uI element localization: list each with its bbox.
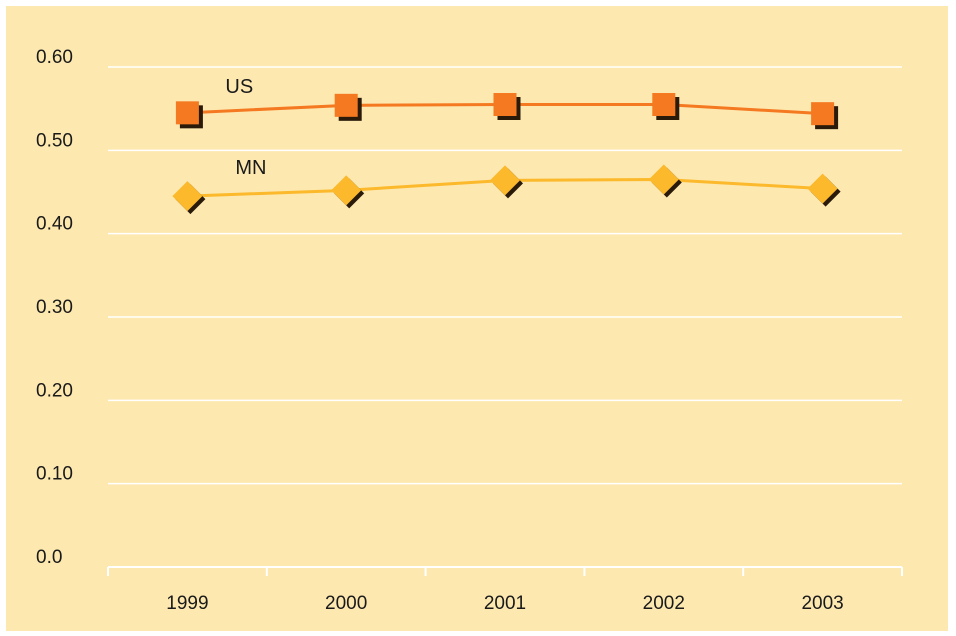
- x-axis: 1999 2000 2001 2002 2003: [107, 566, 903, 614]
- data-point-mn: [490, 165, 520, 196]
- data-point-us: [493, 93, 517, 116]
- x-tick-label: 2003: [801, 593, 843, 614]
- data-point-mn: [172, 181, 203, 212]
- data-point-us: [652, 93, 676, 116]
- gridlines: [108, 66, 902, 485]
- y-tick-label: 0.10: [36, 464, 73, 485]
- chart-background: [6, 6, 948, 631]
- data-point-mn: [331, 175, 362, 206]
- y-tick-label: 0.30: [36, 297, 73, 318]
- series-group: [172, 93, 841, 215]
- y-tick-label: 0.0: [36, 547, 62, 568]
- series-labels: US MN: [225, 76, 266, 179]
- line-chart: 0.0 0.10 0.20 0.30 0.40 0.50 0.60 1999 2000 2001…: [6, 6, 948, 631]
- y-tick-label: 0.40: [36, 214, 73, 235]
- x-tick-label: 2000: [325, 593, 367, 614]
- y-axis: 0.0 0.10 0.20 0.30 0.40 0.50 0.60: [36, 47, 73, 568]
- y-tick-label: 0.20: [36, 380, 73, 401]
- data-point-us: [811, 102, 835, 126]
- series-label-mn: MN: [235, 157, 266, 179]
- data-point-us: [175, 101, 199, 125]
- data-point-mn: [648, 164, 679, 195]
- data-point-us: [334, 93, 358, 117]
- x-tick-label: 2001: [484, 593, 526, 614]
- x-tick-label: 1999: [166, 593, 208, 614]
- series-label-us: US: [225, 76, 253, 98]
- chart-frame: 0.0 0.10 0.20 0.30 0.40 0.50 0.60 1999 2000 2001…: [6, 6, 948, 631]
- x-tick-label: 2002: [643, 593, 685, 614]
- y-tick-label: 0.60: [36, 47, 73, 68]
- data-point-mn: [807, 173, 838, 204]
- y-tick-label: 0.50: [36, 130, 73, 151]
